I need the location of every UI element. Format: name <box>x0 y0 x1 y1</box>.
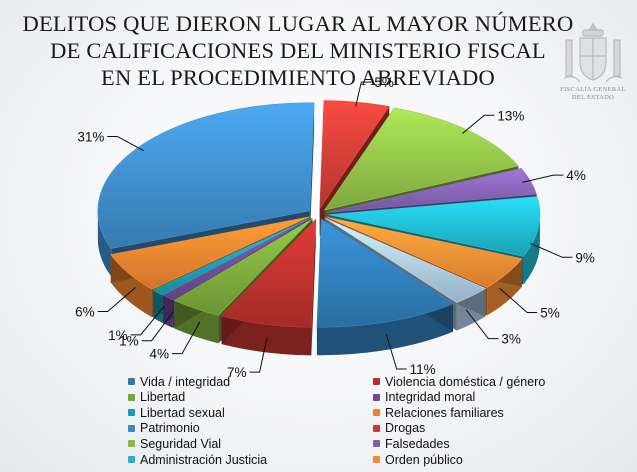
pie-slice-top <box>162 217 312 301</box>
leader-line <box>462 114 495 134</box>
data-label: 11% <box>410 362 436 377</box>
pie-slice-top <box>327 196 541 257</box>
data-label: 9% <box>575 250 595 265</box>
data-label: 31% <box>77 129 104 144</box>
pie-slice-top <box>173 218 313 316</box>
emblem-caption-line-2: DEL ESTADO <box>571 94 615 101</box>
pie-slice-side <box>316 303 454 356</box>
pie-slice-side <box>97 210 112 277</box>
coat-of-arms-icon <box>563 22 623 83</box>
leader-line <box>249 336 268 373</box>
pie-slice-side <box>221 316 312 356</box>
leader-line <box>172 321 201 355</box>
chart-title: DELITOS QUE DIERON LUGAR AL MAYOR NÚMERO… <box>18 10 578 91</box>
data-label: 1% <box>108 328 128 343</box>
leader-line <box>499 287 538 314</box>
pie-slice-top <box>327 168 537 213</box>
leader-line <box>97 287 136 313</box>
data-label: 3% <box>501 332 521 347</box>
pie-slice-side <box>523 214 540 285</box>
pie-slice-top <box>152 217 311 296</box>
pie-slice-top <box>97 102 315 249</box>
title-line-1: DELITOS QUE DIERON LUGAR AL MAYOR NÚMERO <box>22 11 574 36</box>
leader-line <box>385 334 407 370</box>
data-label: 5% <box>374 75 394 90</box>
leader-line <box>465 309 499 340</box>
leader-line <box>522 174 564 183</box>
data-label: 7% <box>227 365 247 380</box>
leader-line <box>529 242 573 258</box>
data-label: 13% <box>497 108 524 123</box>
pie-slice-top <box>316 218 454 328</box>
emblem-caption-line-1: FISCALIA GENERAL <box>560 86 626 93</box>
data-label: 4% <box>566 168 586 183</box>
pie-slice-vida-integridad <box>316 218 454 356</box>
pie-slice-top <box>324 107 519 211</box>
pie-slice-violencia-domestica-genero <box>220 218 316 356</box>
title-line-3: EN EL PROCEDIMIENTO ABREVIADO <box>101 65 495 90</box>
pie-slice-top <box>220 218 316 328</box>
data-label: 1% <box>119 334 139 349</box>
leader-line <box>141 310 175 342</box>
data-label: 5% <box>540 306 560 321</box>
leader-line <box>107 135 145 152</box>
emblem-caption: FISCALIA GENERAL DEL ESTADO <box>548 86 637 102</box>
data-label: 4% <box>150 347 170 362</box>
pie-slice-top <box>326 216 523 288</box>
leader-line <box>130 306 165 336</box>
pie-slice-top <box>324 217 487 303</box>
title-line-2: DE CALIFICACIONES DEL MINISTERIO FISCAL <box>50 38 546 63</box>
pie-slice-top <box>110 216 310 290</box>
data-label: 6% <box>75 305 95 320</box>
leader-line <box>355 81 372 107</box>
